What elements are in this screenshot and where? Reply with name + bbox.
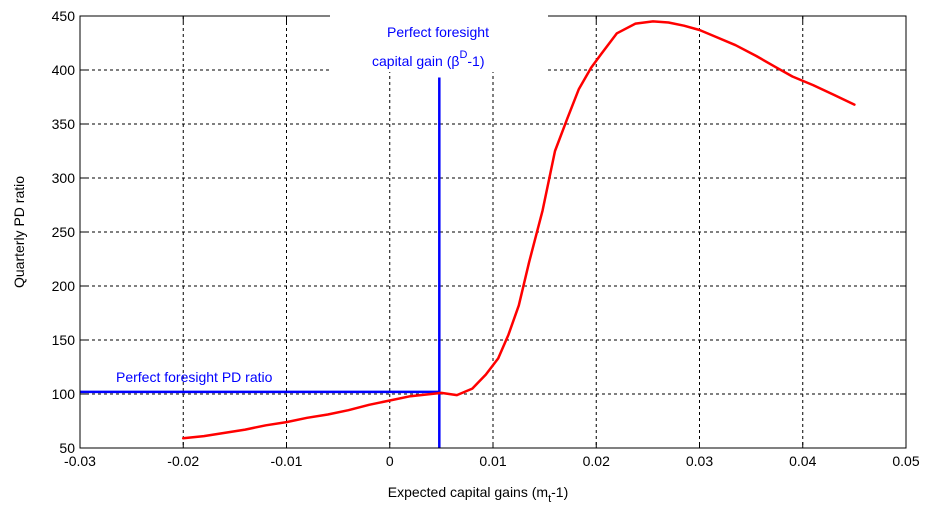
vertical-line-label-main: capital gain (β	[372, 53, 459, 69]
vertical-line-label-line2: capital gain (βD-1)	[372, 49, 485, 69]
x-tick-label: -0.02	[167, 453, 199, 469]
y-tick-label: 50	[59, 440, 75, 456]
x-tick-label: 0	[386, 453, 394, 469]
grid-layer	[80, 16, 906, 448]
x-axis-title-subscript: t	[548, 493, 551, 505]
x-tick-label: 0.04	[789, 453, 816, 469]
vertical-line-label-tail: -1)	[467, 53, 484, 69]
vertical-annotation-background	[330, 14, 548, 72]
y-axis-title: Quarterly PD ratio	[11, 176, 27, 288]
y-tick-label: 350	[52, 116, 76, 132]
horizontal-line-label: Perfect foresight PD ratio	[116, 369, 273, 385]
x-axis-title-tail: -1)	[551, 484, 568, 500]
x-tick-label: 0.05	[892, 453, 919, 469]
y-tick-label: 200	[52, 278, 76, 294]
x-axis-title-main: Expected capital gains (m	[388, 484, 548, 500]
y-tick-label: 450	[52, 8, 76, 24]
x-tick-label: 0.01	[479, 453, 506, 469]
x-tick-label: 0.03	[686, 453, 713, 469]
x-axis-title: Expected capital gains (mt-1)	[388, 484, 569, 505]
vertical-line-label-line1: Perfect foresight	[387, 24, 489, 40]
y-tick-label: 250	[52, 224, 76, 240]
x-tick-label: 0.02	[583, 453, 610, 469]
vertical-line-label-superscript: D	[459, 49, 467, 61]
tick-layer: -0.03 -0.02 -0.01 0 0.01 0.02 0.03 0.04 0.05 50 10…	[52, 8, 920, 469]
y-tick-label: 300	[52, 170, 76, 186]
y-tick-label: 150	[52, 332, 76, 348]
y-tick-label: 100	[52, 386, 76, 402]
x-tick-label: -0.03	[64, 453, 96, 469]
series-layer	[181, 20, 856, 440]
reference-lines	[80, 77, 441, 448]
y-tick-label: 400	[52, 62, 76, 78]
pd-ratio-curve	[181, 20, 856, 440]
x-tick-label: -0.01	[271, 453, 303, 469]
